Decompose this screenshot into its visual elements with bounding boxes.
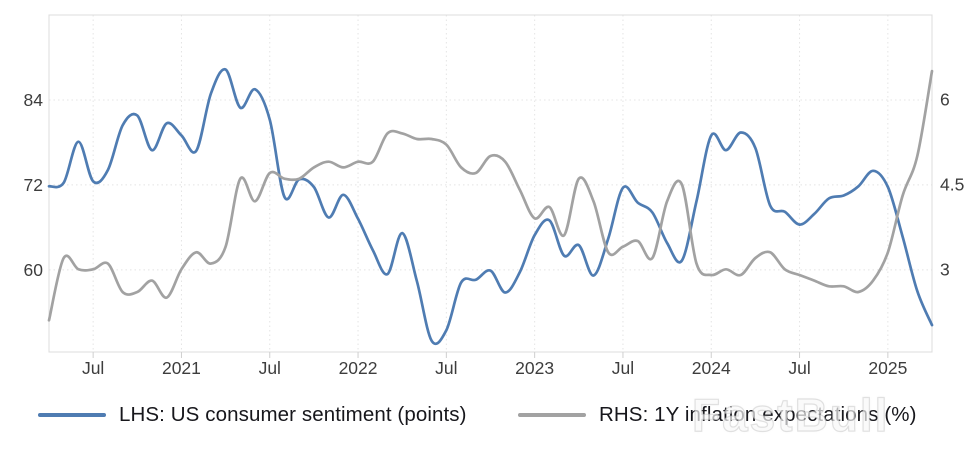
left-axis-tick-label: 60	[24, 260, 44, 280]
x-tick-label: Jul	[612, 358, 634, 378]
x-tick-label: 2024	[692, 358, 731, 378]
left-axis-tick-label: 84	[24, 90, 44, 110]
right-axis-tick-label: 4.5	[940, 174, 964, 194]
plot-border	[48, 14, 933, 353]
x-tick-label: 2023	[515, 358, 554, 378]
legend: LHS: US consumer sentiment (points) RHS:…	[0, 399, 970, 431]
x-tick-label: Jul	[82, 358, 104, 378]
legend-swatch-sentiment-icon	[38, 413, 106, 417]
line-chart[interactable]: Jul 2021 Jul 2022 Jul 2023 Jul 2024 Jul 2025 84 72 6…	[0, 0, 970, 390]
axis-tick-labels: Jul 2021 Jul 2022 Jul 2023 Jul 2024 Jul 2025 84 72 6…	[24, 89, 965, 378]
right-axis-tick-label: 3	[940, 259, 950, 279]
x-tick-label: 2022	[339, 358, 378, 378]
gridlines	[49, 15, 932, 352]
x-tick-label: Jul	[259, 358, 281, 378]
series-line-left	[47, 67, 934, 346]
plot-border-rect	[48, 14, 933, 353]
x-tick-label: Jul	[435, 358, 457, 378]
x-tick-label: Jul	[788, 358, 810, 378]
x-tick-label: 2025	[868, 358, 907, 378]
x-tick-label: 2021	[162, 358, 201, 378]
legend-swatch-inflation-icon	[518, 413, 586, 417]
legend-item-sentiment[interactable]: LHS: US consumer sentiment (points)	[38, 399, 467, 431]
legend-item-inflation[interactable]: RHS: 1Y inflation expectations (%)	[518, 399, 917, 431]
series-line-right	[47, 69, 934, 322]
axis-tick-marks	[92, 352, 889, 358]
legend-label-inflation: RHS: 1Y inflation expectations (%)	[599, 403, 917, 426]
series-lines	[47, 67, 934, 346]
legend-label-sentiment: LHS: US consumer sentiment (points)	[119, 403, 467, 426]
left-axis-tick-label: 72	[24, 175, 43, 195]
right-axis-tick-label: 6	[940, 89, 950, 109]
